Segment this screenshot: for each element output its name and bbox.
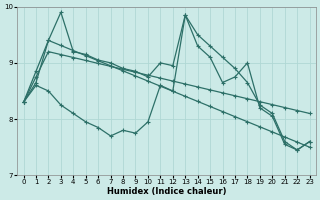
X-axis label: Humidex (Indice chaleur): Humidex (Indice chaleur) (107, 187, 226, 196)
